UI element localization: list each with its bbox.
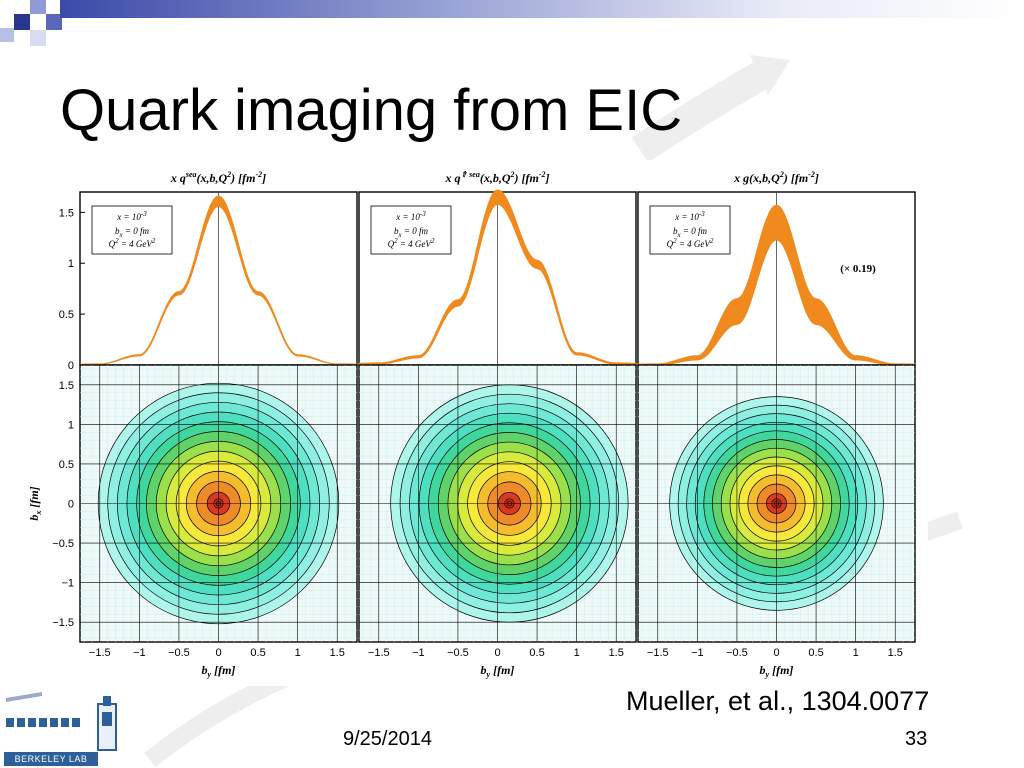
- x-axis-label: by [fm]: [481, 663, 515, 679]
- x-tick-label: −1.5: [368, 647, 390, 659]
- y-tick-label: 1.5: [59, 380, 74, 392]
- legend-box: [370, 205, 452, 255]
- slide-title: Quark imaging from EIC: [60, 78, 683, 143]
- legend-line-bx: bx = 0 fm: [115, 226, 149, 239]
- y-tick-label: −1.5: [52, 617, 74, 629]
- y-tick-label: 0.5: [59, 309, 74, 321]
- scale-annotation: (× 0.19): [840, 263, 876, 275]
- legend-line-q2: Q2 = 4 GeV2: [667, 237, 714, 249]
- quark-imaging-figure: 0 0.5 1 1.5 x qsea(x,b,Q2) [fm-2] x = 10-3 bx …: [20, 160, 928, 686]
- x-tick-label: 0.5: [250, 647, 265, 659]
- distribution-band-curve: [358, 189, 637, 365]
- y-tick-label: 1.5: [59, 207, 74, 219]
- y-tick-label: 1: [68, 258, 74, 270]
- slide-page-number: 33: [905, 728, 928, 750]
- x-tick-label: 0: [494, 647, 500, 659]
- x-tick-label: 1: [853, 647, 859, 659]
- x-tick-label: −0.5: [168, 647, 190, 659]
- berkeley-lab-logo-text: BERKELEY LAB: [4, 752, 98, 766]
- curve-panel-title: x q⇑ sea(x,b,Q2) [fm-2]: [444, 170, 549, 185]
- curve-panel-title: x qsea(x,b,Q2) [fm-2]: [170, 170, 266, 185]
- x-tick-label: −0.5: [447, 647, 469, 659]
- citation-credit: Mueller, et al., 1304.0077: [626, 686, 930, 716]
- curve-panel-title: x g(x,b,Q2) [fm-2]: [733, 170, 819, 185]
- legend-line-bx: bx = 0 fm: [394, 226, 428, 239]
- y-tick-label: 0: [68, 360, 74, 372]
- slide-date: 9/25/2014: [343, 728, 432, 750]
- x-tick-label: 1.5: [888, 647, 903, 659]
- y-tick-label: 0: [68, 499, 74, 511]
- x-tick-label: −1: [691, 647, 704, 659]
- figure-svg: 0 0.5 1 1.5 x qsea(x,b,Q2) [fm-2] x = 10-3 bx …: [27, 170, 916, 679]
- legend-line-x: x = 10-3: [674, 210, 705, 222]
- legend-line-bx: bx = 0 fm: [673, 226, 707, 239]
- legend-box: [91, 205, 173, 255]
- x-tick-label: 1.5: [609, 647, 624, 659]
- x-tick-label: 0: [773, 647, 779, 659]
- x-tick-label: 1: [295, 647, 301, 659]
- y-tick-label: −0.5: [52, 538, 74, 550]
- x-axis-label: by [fm]: [760, 663, 794, 679]
- legend-line-q2: Q2 = 4 GeV2: [388, 237, 435, 249]
- x-tick-label: 0.5: [808, 647, 823, 659]
- berkeley-lab-logo-graphic: [6, 692, 117, 751]
- x-tick-label: −1: [133, 647, 146, 659]
- distribution-band-curve: [80, 195, 357, 365]
- x-tick-label: 0: [215, 647, 221, 659]
- x-tick-label: −0.5: [726, 647, 748, 659]
- berkeley-lab-logo: BERKELEY LAB: [2, 690, 124, 766]
- legend-line-x: x = 10-3: [395, 210, 426, 222]
- x-tick-label: 1: [574, 647, 580, 659]
- x-tick-label: 0.5: [529, 647, 544, 659]
- y-tick-label: 1: [68, 419, 74, 431]
- legend-line-q2: Q2 = 4 GeV2: [109, 237, 156, 249]
- x-axis-label: by [fm]: [202, 663, 236, 679]
- x-tick-label: 1.5: [330, 647, 345, 659]
- legend-line-x: x = 10-3: [116, 210, 147, 222]
- header-squares-decoration: [0, 0, 62, 46]
- y-tick-label: 0.5: [59, 459, 74, 471]
- x-tick-label: −1.5: [647, 647, 669, 659]
- y-tick-label: −1: [61, 578, 74, 590]
- y-axis-label: bx [fm]: [27, 486, 43, 520]
- x-tick-label: −1.5: [89, 647, 111, 659]
- header-gradient-bar: [60, 0, 1024, 18]
- x-tick-label: −1: [412, 647, 425, 659]
- legend-box: [649, 205, 731, 255]
